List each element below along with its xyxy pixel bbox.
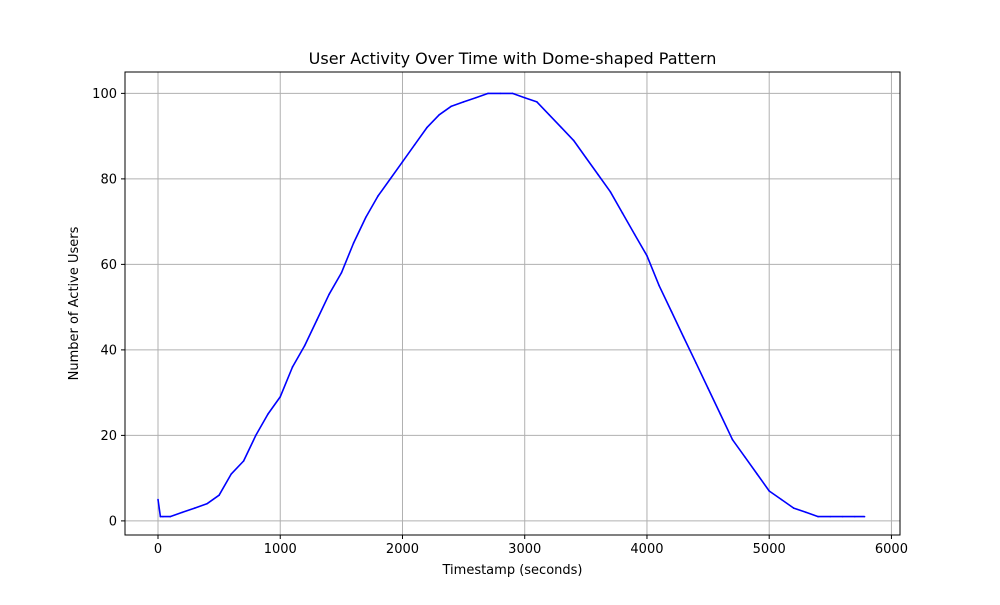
data-point xyxy=(780,498,783,501)
data-point xyxy=(206,502,208,505)
data-point xyxy=(352,242,355,244)
data-point xyxy=(841,515,844,518)
data-point xyxy=(254,434,257,437)
data-point xyxy=(743,455,746,458)
data-point xyxy=(426,126,428,129)
data-point xyxy=(365,216,367,219)
chart-title: User Activity Over Time with Dome-shaped… xyxy=(309,49,717,68)
data-point xyxy=(719,413,722,415)
data-point xyxy=(863,515,866,518)
plot-frame xyxy=(124,71,901,536)
data-point xyxy=(670,310,673,313)
data-point xyxy=(805,511,807,514)
data-point xyxy=(756,473,758,475)
x-tick-label: 4000 xyxy=(630,542,663,557)
data-point xyxy=(157,498,159,501)
data-point xyxy=(389,178,392,180)
data-point xyxy=(707,387,709,390)
y-tick-label: 40 xyxy=(100,343,117,358)
data-point xyxy=(585,156,587,159)
data-point xyxy=(548,113,550,116)
data-point xyxy=(291,366,294,368)
x-tick-label: 3000 xyxy=(508,542,541,557)
data-point xyxy=(646,255,648,257)
data-point xyxy=(853,515,856,518)
x-tick-label: 2000 xyxy=(386,542,419,557)
data-point xyxy=(792,507,795,509)
x-tick-label: 1000 xyxy=(264,542,297,557)
data-point xyxy=(572,139,575,142)
data-point xyxy=(536,101,538,103)
data-point xyxy=(193,507,196,509)
y-tick-label: 60 xyxy=(100,258,117,273)
data-point xyxy=(303,344,306,347)
data-point xyxy=(731,438,734,441)
y-tick-label: 80 xyxy=(100,172,117,187)
y-axis-label: Number of Active Users xyxy=(67,226,82,380)
data-point xyxy=(242,460,245,462)
data-point xyxy=(829,515,832,518)
data-point xyxy=(230,473,233,475)
axes: 0 1000 2000 3000 4000 5000 6000 0 20 40 60 80 100 xyxy=(92,87,908,557)
data-point xyxy=(401,160,404,163)
data-point xyxy=(159,515,162,518)
data-point xyxy=(658,284,660,287)
x-tick-label: 5000 xyxy=(753,542,786,557)
data-point xyxy=(438,113,440,116)
data-point xyxy=(560,126,563,129)
data-point xyxy=(316,319,318,321)
data-point xyxy=(523,96,526,99)
data-point xyxy=(340,272,343,274)
series-layer xyxy=(157,92,866,518)
data-point xyxy=(768,490,771,492)
data-point xyxy=(413,143,416,146)
x-tick-label: 0 xyxy=(154,542,162,557)
data-point xyxy=(682,336,685,338)
data-point xyxy=(169,515,172,518)
data-point xyxy=(328,293,330,296)
data-point xyxy=(267,413,269,415)
data-point xyxy=(597,173,599,176)
data-point xyxy=(218,494,220,497)
data-point xyxy=(621,212,624,214)
data-point xyxy=(279,396,282,398)
x-tick-label: 6000 xyxy=(875,542,908,557)
data-point xyxy=(475,96,477,99)
data-point xyxy=(609,190,612,193)
data-point xyxy=(377,195,379,197)
data-point xyxy=(462,101,465,103)
data-point xyxy=(162,515,164,518)
data-point xyxy=(450,105,453,108)
y-tick-label: 100 xyxy=(92,87,117,102)
data-point xyxy=(817,515,819,518)
data-point xyxy=(511,92,514,95)
data-point xyxy=(181,511,184,514)
data-point xyxy=(487,92,489,95)
data-point xyxy=(499,92,502,95)
data-point xyxy=(633,233,636,236)
x-axis-label: Timestamp (seconds) xyxy=(442,563,583,578)
data-point xyxy=(695,361,697,364)
y-tick-label: 20 xyxy=(100,429,117,444)
y-tick-label: 0 xyxy=(109,514,117,529)
